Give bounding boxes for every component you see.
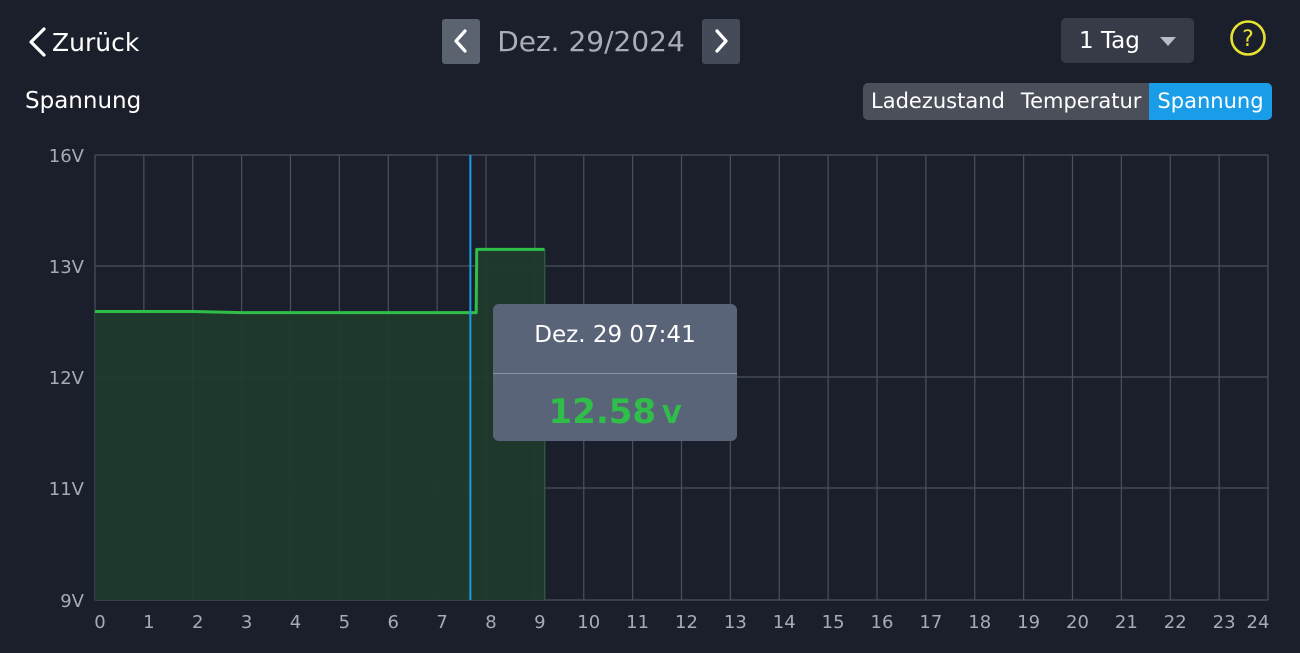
tab-ladezustand[interactable]: Ladezustand <box>871 89 1005 113</box>
tooltip-value: 12.58 V <box>493 392 737 432</box>
x-tick-label: 9 <box>534 612 545 633</box>
section-title: Spannung <box>25 88 142 114</box>
x-tick-label: 19 <box>1017 612 1040 633</box>
x-axis-labels: 0 1 2 3 4 5 6 7 8 9 10 11 12 13 14 15 16 17 18 19 20 21 22 23 24 <box>94 612 1269 633</box>
current-date: Dez. 29/2024 <box>497 24 685 58</box>
chevron-left-icon <box>29 27 46 57</box>
x-tick-label: 21 <box>1115 612 1138 633</box>
x-tick-label: 20 <box>1066 612 1089 633</box>
metric-tabs: Ladezustand Temperatur Spannung <box>863 83 1272 120</box>
x-tick-label: 0 <box>94 612 105 633</box>
x-tick-label: 1 <box>143 612 154 633</box>
y-tick-label: 11V <box>49 479 85 500</box>
tab-spannung[interactable]: Spannung <box>1149 83 1272 120</box>
y-tick-label: 16V <box>49 146 85 167</box>
value-tooltip: Dez. 29 07:41 12.58 V <box>493 304 737 441</box>
voltage-line <box>95 247 545 315</box>
back-label: Zurück <box>52 27 140 57</box>
x-tick-label: 23 <box>1213 612 1236 633</box>
plot-area <box>95 155 546 600</box>
y-axis-labels: 9V 11V 12V 13V 16V <box>49 146 85 612</box>
x-tick-label: 11 <box>626 612 649 633</box>
area-fill <box>95 249 545 600</box>
previous-day-button[interactable] <box>442 18 480 64</box>
help-icon[interactable]: ? <box>1229 19 1267 57</box>
chevron-left-icon <box>454 29 467 53</box>
range-dropdown[interactable]: 1 Tag <box>1061 18 1194 63</box>
x-tick-label: 8 <box>485 612 496 633</box>
x-tick-label: 18 <box>968 612 991 633</box>
x-tick-label: 2 <box>192 612 203 633</box>
next-day-button[interactable] <box>702 18 740 64</box>
x-tick-label: 4 <box>290 612 301 633</box>
range-selected-value: 1 Tag <box>1079 27 1140 54</box>
date-navigator: Dez. 29/2024 <box>442 18 740 64</box>
x-tick-label: 5 <box>339 612 350 633</box>
y-tick-label: 13V <box>49 257 85 278</box>
y-tick-label: 12V <box>49 368 85 389</box>
x-tick-label: 13 <box>724 612 747 633</box>
x-tick-label: 16 <box>871 612 894 633</box>
x-tick-label: 12 <box>675 612 698 633</box>
x-tick-label: 10 <box>577 612 600 633</box>
x-tick-label: 14 <box>773 612 796 633</box>
tooltip-value-unit: V <box>662 400 682 429</box>
x-tick-label: 24 <box>1247 612 1270 633</box>
help-icon-glyph: ? <box>1242 27 1254 52</box>
tab-temperatur[interactable]: Temperatur <box>1020 89 1142 113</box>
tooltip-value-number: 12.58 <box>548 392 657 432</box>
tooltip-divider <box>493 373 737 374</box>
x-tick-label: 22 <box>1164 612 1187 633</box>
chevron-right-icon <box>715 29 728 53</box>
back-button[interactable]: Zurück <box>24 22 139 62</box>
caret-down-icon <box>1160 37 1176 46</box>
x-tick-label: 6 <box>388 612 399 633</box>
x-tick-label: 7 <box>436 612 447 633</box>
y-tick-label: 9V <box>60 591 84 612</box>
x-tick-label: 17 <box>919 612 942 633</box>
tooltip-time: Dez. 29 07:41 <box>534 322 696 348</box>
x-tick-label: 15 <box>822 612 845 633</box>
x-tick-label: 3 <box>241 612 252 633</box>
